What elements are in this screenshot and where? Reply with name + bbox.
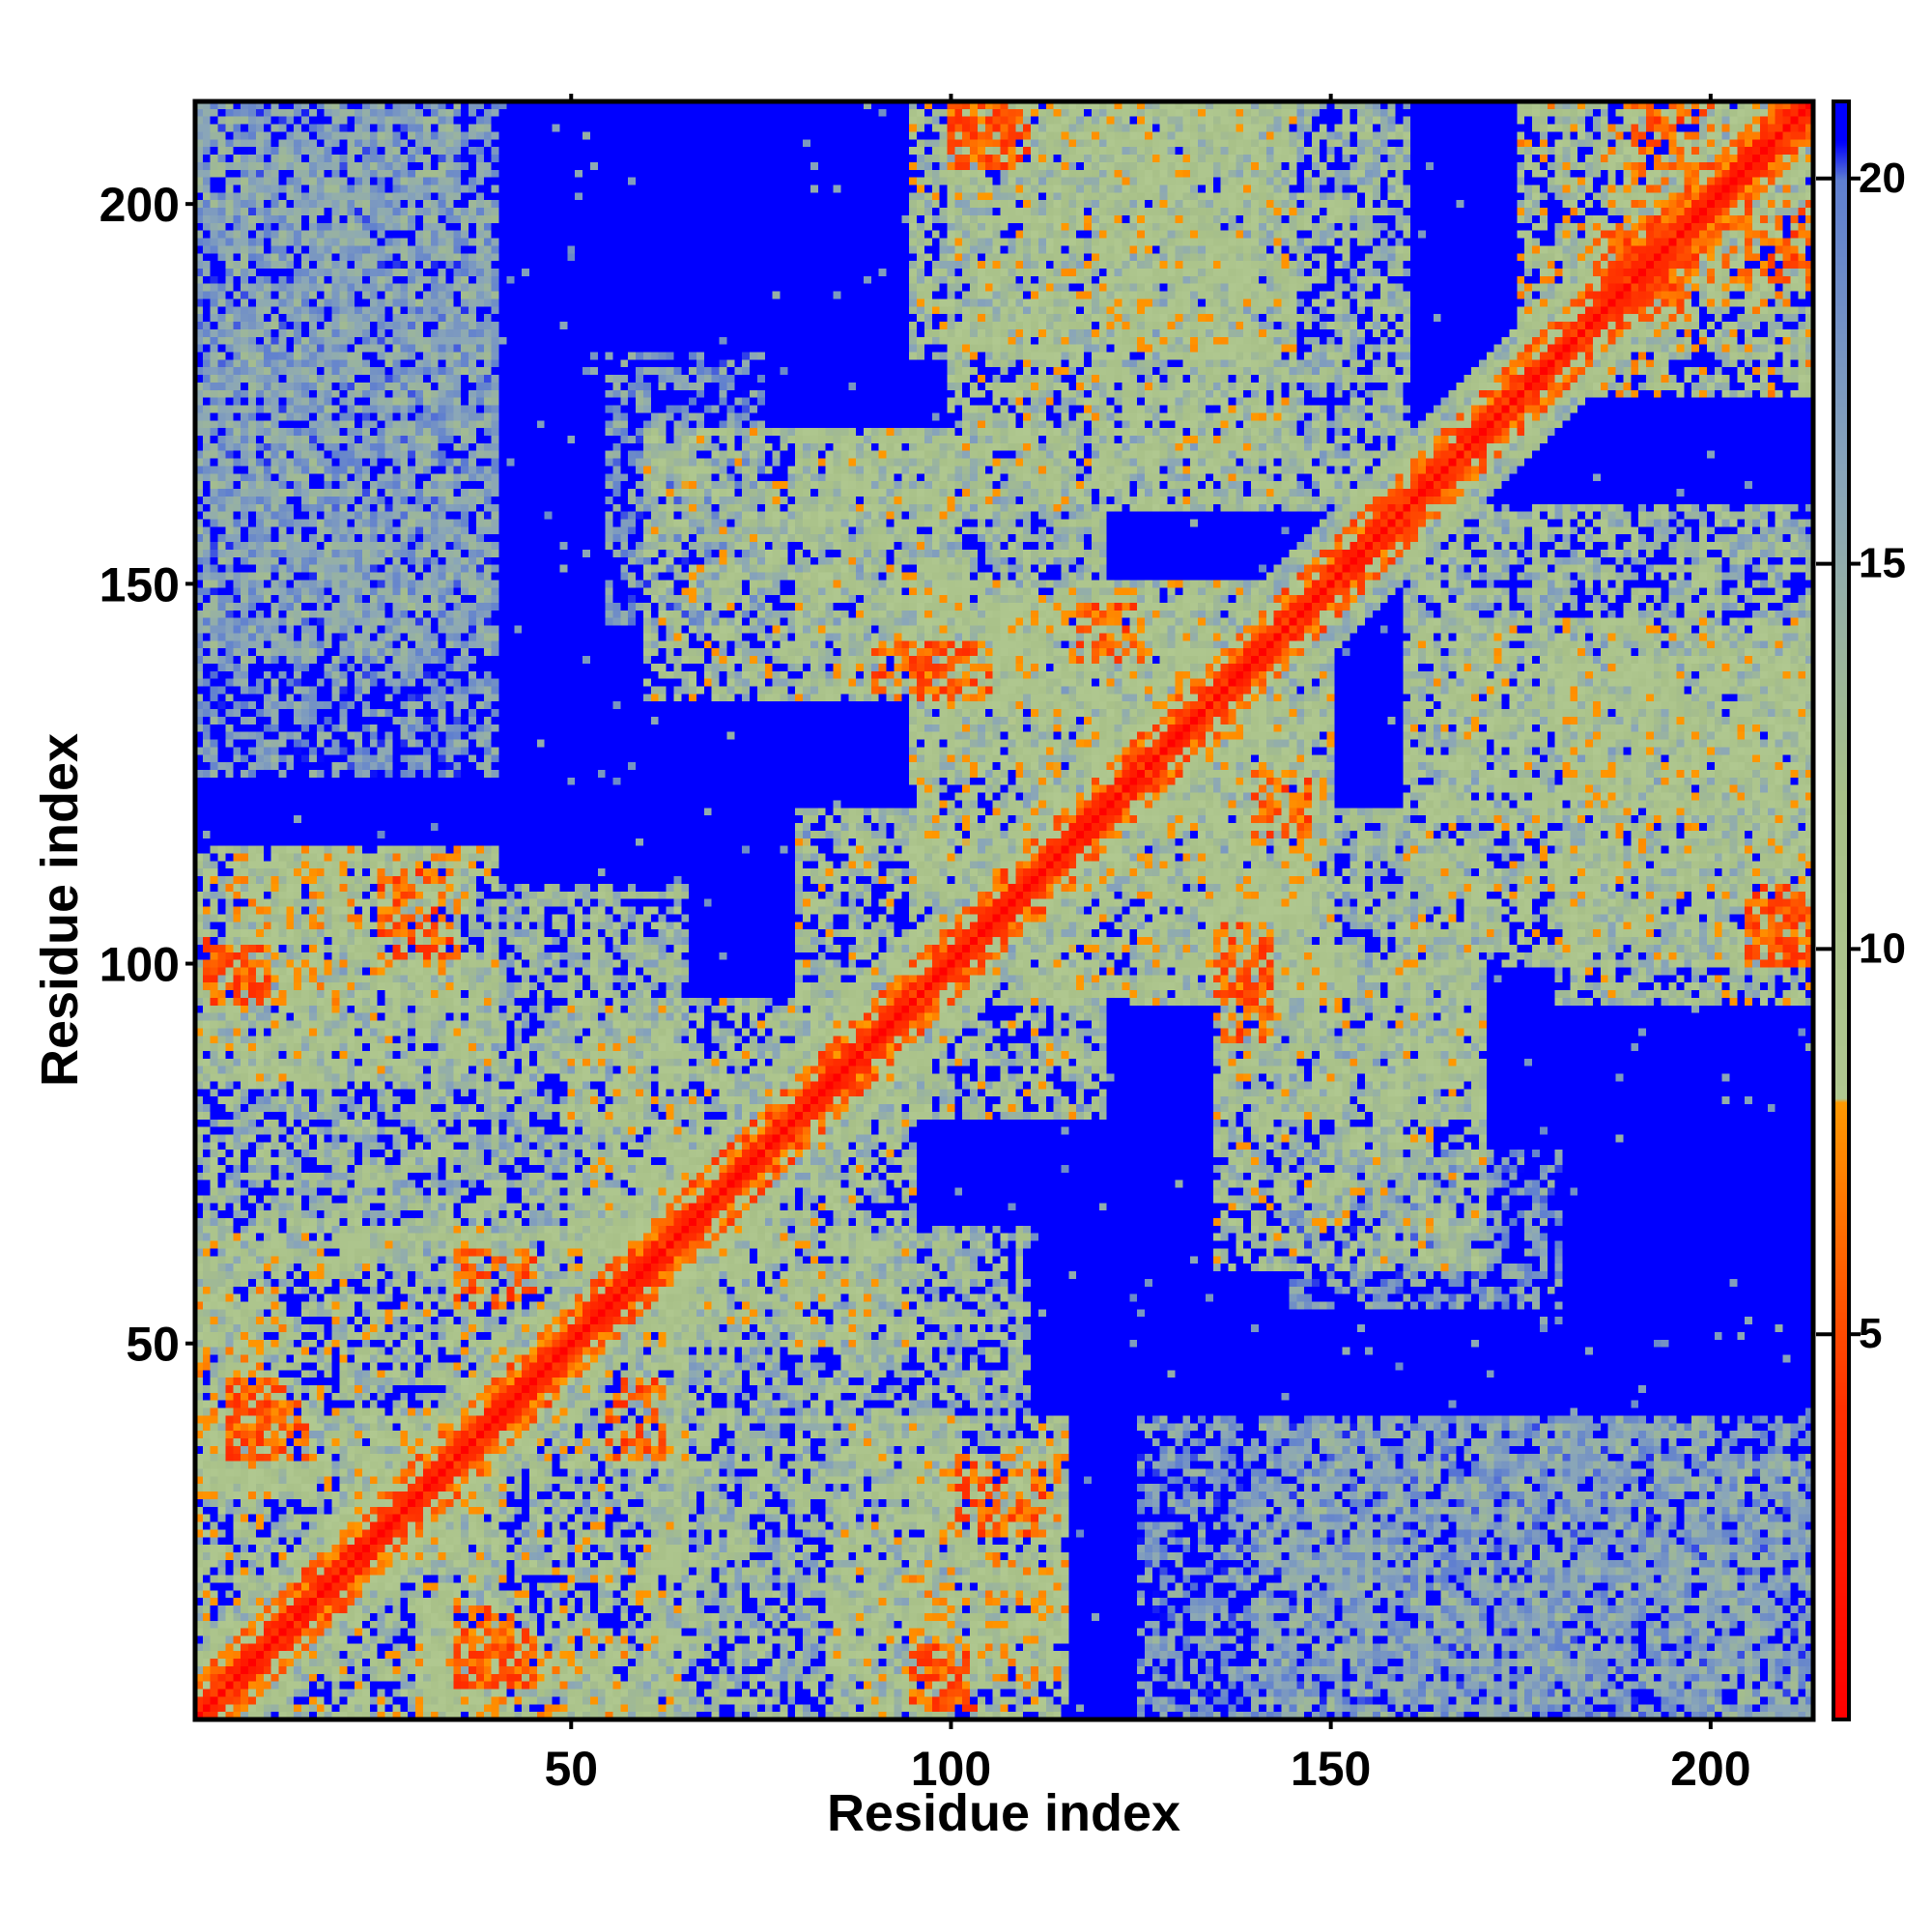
- colorbar-tick-label: 20: [1859, 155, 1906, 202]
- colorbar-frame: [1832, 99, 1851, 1721]
- y-tick-label: 150: [99, 557, 180, 611]
- x-tick-label: 50: [544, 1742, 598, 1796]
- x-axis-ticks: 50 100 150 200: [544, 94, 1751, 1796]
- colorbar-tick-label: 5: [1859, 1310, 1882, 1357]
- heatmap-cells: [195, 101, 1813, 1719]
- x-tick-label: 100: [911, 1742, 991, 1796]
- y-axis-ticks: 50 100 150 200: [99, 178, 195, 1372]
- y-tick-label: 100: [99, 938, 180, 992]
- x-tick-label: 200: [1670, 1742, 1750, 1796]
- colorbar-gradient: [1833, 101, 1849, 1719]
- plot-frame: [192, 99, 1816, 1722]
- y-tick-label: 50: [126, 1318, 180, 1372]
- y-tick-label: 200: [99, 178, 180, 232]
- colorbar-tick-label: 10: [1859, 924, 1906, 972]
- x-tick-label: 150: [1291, 1742, 1371, 1796]
- y-axis-label: Residue index: [31, 733, 89, 1087]
- x-axis-label: Residue index: [827, 1784, 1180, 1842]
- colorbar-tick-label: 15: [1859, 540, 1906, 587]
- colorbar-ticks: 5 10 15 20: [1816, 155, 1906, 1357]
